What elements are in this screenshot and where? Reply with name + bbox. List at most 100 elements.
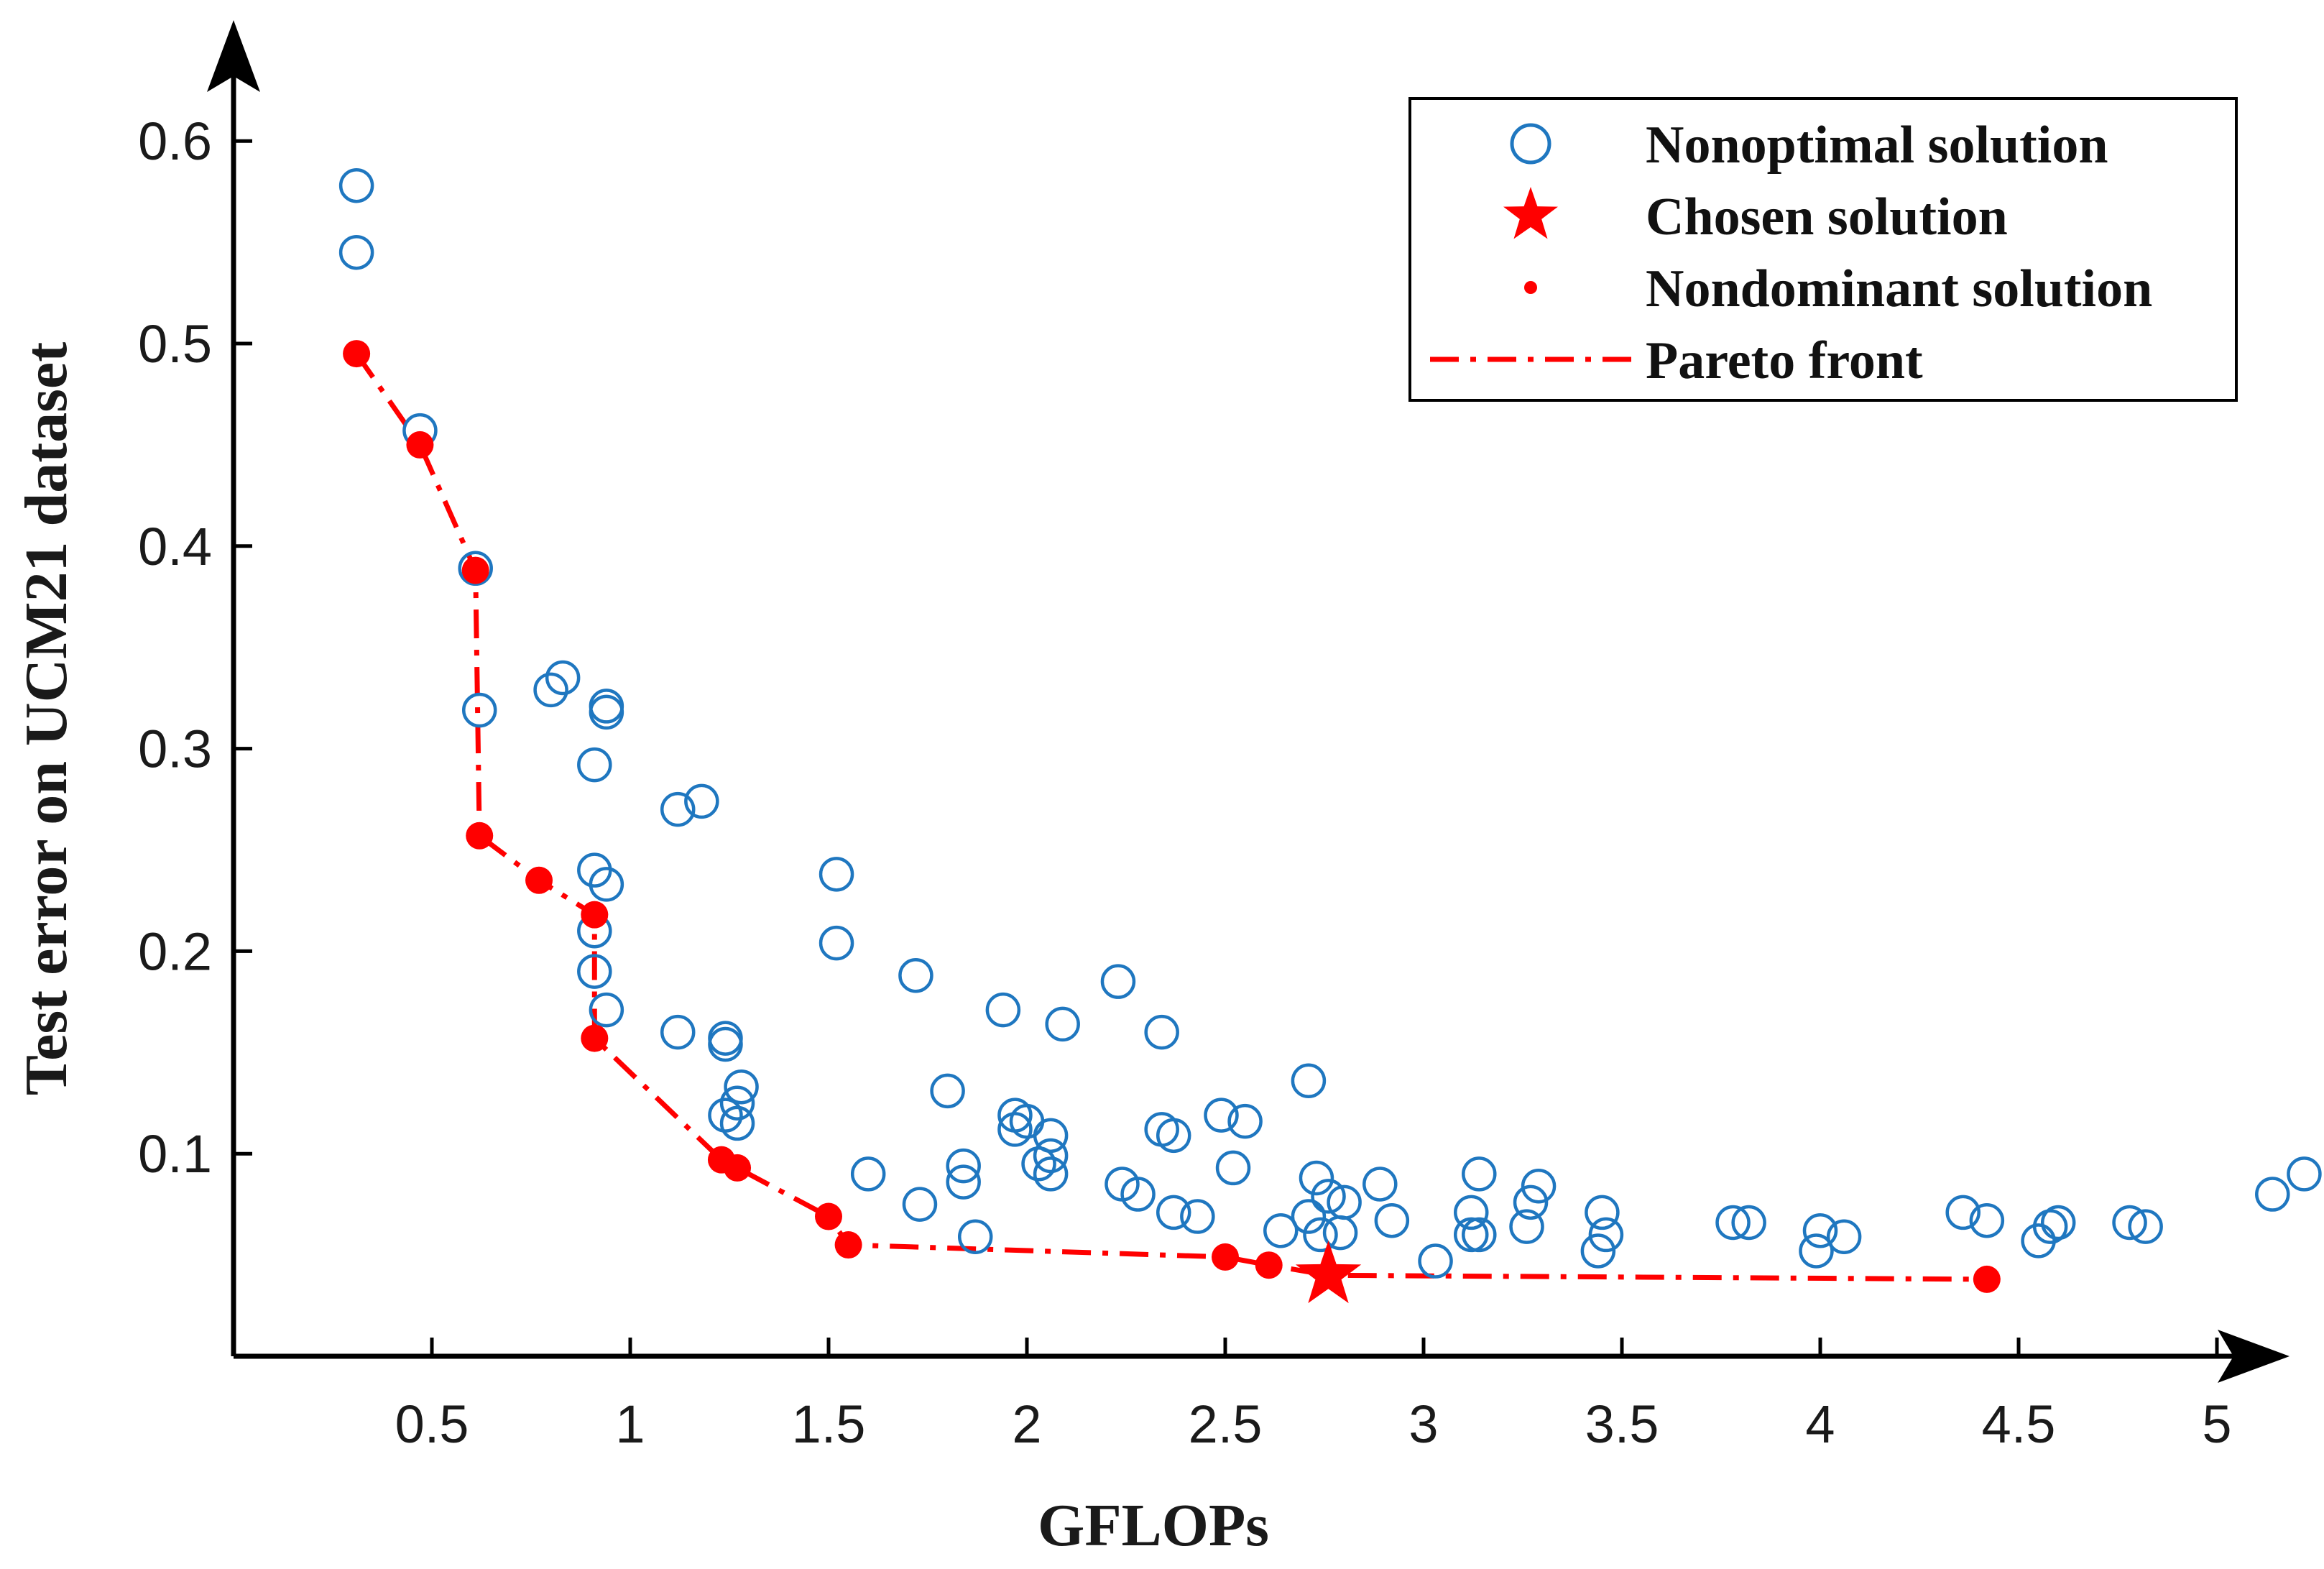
nonoptimal-point <box>724 1069 759 1105</box>
nonoptimal-point <box>1453 1217 1489 1253</box>
y-tick-label: 0.3 <box>138 719 212 779</box>
nonoptimal-point <box>545 660 581 696</box>
nonoptimal-point <box>1021 1146 1056 1182</box>
nonoptimal-point <box>2287 1156 2322 1192</box>
x-tick-label: 4 <box>1805 1394 1835 1454</box>
nondominant-point <box>1212 1243 1239 1271</box>
legend-label-nondominant: Nondominant solution <box>1646 259 2152 318</box>
chosen-point-star <box>1295 1241 1362 1304</box>
nonoptimal-point <box>660 791 696 827</box>
nondominant-point <box>1973 1265 2001 1293</box>
nonoptimal-point <box>930 1073 965 1109</box>
nonoptimal-point <box>1144 1014 1179 1050</box>
nonoptimal-point <box>898 957 933 993</box>
nondominant-point <box>1255 1251 1283 1279</box>
nonoptimal-point <box>533 672 568 708</box>
nonoptimal-point <box>589 867 624 902</box>
y-tick-label: 0.1 <box>138 1124 212 1184</box>
legend-label-nonoptimal: Nonoptimal solution <box>1646 116 2108 175</box>
nonoptimal-point <box>1204 1098 1239 1133</box>
nondominant-point <box>581 901 609 929</box>
nonoptimal-point <box>660 1014 696 1050</box>
nonoptimal-point <box>708 1098 743 1133</box>
x-tick-label: 5 <box>2202 1394 2231 1454</box>
nonoptimal-point <box>1580 1233 1616 1269</box>
nonoptimal-point <box>589 992 624 1028</box>
y-tick-label: 0.4 <box>138 517 212 576</box>
nonoptimal-point <box>1462 1156 1497 1192</box>
nonoptimal-point <box>1462 1217 1497 1253</box>
nondominant-point <box>343 340 371 368</box>
nonoptimal-point <box>1521 1169 1557 1204</box>
nondominant-point <box>461 556 489 584</box>
x-tick-label: 2 <box>1012 1394 1041 1454</box>
pareto-front-line <box>354 352 1987 1282</box>
nonoptimal-point <box>1802 1213 1838 1248</box>
y-axis-arrow-icon <box>207 20 260 92</box>
nonoptimal-points-layer <box>338 167 2322 1279</box>
nondominant-point <box>834 1231 862 1259</box>
nonoptimal-point <box>1799 1233 1834 1269</box>
nondominant-point <box>406 431 434 459</box>
legend-item-nondominant: Nondominant solution <box>1524 259 2152 318</box>
nonoptimal-point <box>684 783 719 819</box>
nonoptimal-point <box>1311 1179 1346 1214</box>
legend-label-pareto: Pareto front <box>1646 331 1923 390</box>
nondominant-point <box>525 866 553 894</box>
axes <box>207 20 2290 1383</box>
nonoptimal-point <box>1100 964 1136 999</box>
nonoptimal-point <box>997 1112 1033 1147</box>
legend-item-nonoptimal: Nonoptimal solution <box>1510 116 2108 175</box>
nonoptimal-point <box>458 551 493 586</box>
nonoptimal-point <box>2128 1209 2163 1244</box>
x-ticks: 0.5 1 1.5 2 2.5 3 3.5 4 4.5 5 <box>395 1338 2232 1454</box>
nonoptimal-point <box>577 747 612 783</box>
legend-filled-dot-icon <box>1524 281 1537 294</box>
nonoptimal-point <box>1969 1202 2005 1238</box>
nonoptimal-point <box>1215 1150 1251 1186</box>
nonoptimal-point <box>1045 1006 1080 1042</box>
legend-label-chosen: Chosen solution <box>1646 188 2008 247</box>
nonoptimal-point <box>1227 1103 1263 1139</box>
legend-open-circle-icon <box>1510 123 1551 165</box>
nonoptimal-point <box>338 167 374 203</box>
x-tick-label: 3 <box>1408 1394 1438 1454</box>
x-tick-label: 4.5 <box>1982 1394 2056 1454</box>
nonoptimal-point <box>985 992 1021 1028</box>
nonoptimal-point <box>946 1148 981 1184</box>
nonoptimal-point <box>1826 1219 1862 1254</box>
legend-item-pareto: Pareto front <box>1430 331 1923 390</box>
nondominant-point <box>581 1024 609 1052</box>
y-axis-title: Test error on UCM21 dataset <box>13 342 80 1095</box>
nonoptimal-point <box>1509 1209 1544 1244</box>
nonoptimal-point <box>946 1164 981 1200</box>
nondominant-points-layer <box>343 340 2001 1293</box>
x-axis-title: GFLOPs <box>1038 1492 1269 1559</box>
nonoptimal-point <box>819 857 854 892</box>
nonoptimal-point <box>1418 1243 1453 1279</box>
x-tick-label: 2.5 <box>1189 1394 1263 1454</box>
nonoptimal-point <box>719 1105 755 1141</box>
legend-item-chosen: Chosen solution <box>1503 187 2008 247</box>
nonoptimal-point <box>1715 1205 1751 1241</box>
x-tick-label: 0.5 <box>395 1394 469 1454</box>
nonoptimal-point <box>1299 1160 1334 1196</box>
nonoptimal-point <box>1945 1195 1981 1230</box>
nonoptimal-point <box>1731 1205 1766 1241</box>
nonoptimal-point <box>850 1156 886 1192</box>
nondominant-point <box>466 822 494 850</box>
x-tick-label: 1.5 <box>792 1394 866 1454</box>
nondominant-point <box>815 1202 842 1230</box>
y-tick-label: 0.2 <box>138 921 212 981</box>
nonoptimal-point <box>1588 1217 1624 1253</box>
nonoptimal-point <box>338 234 374 270</box>
nonoptimal-point <box>1374 1202 1410 1238</box>
nonoptimal-point <box>1033 1138 1069 1174</box>
nonoptimal-point <box>2255 1177 2290 1212</box>
nonoptimal-point <box>1585 1195 1620 1230</box>
nonoptimal-point <box>719 1085 755 1121</box>
nonoptimal-point <box>708 1026 743 1062</box>
nonoptimal-point <box>957 1219 993 1254</box>
nonoptimal-point <box>1156 1118 1191 1154</box>
